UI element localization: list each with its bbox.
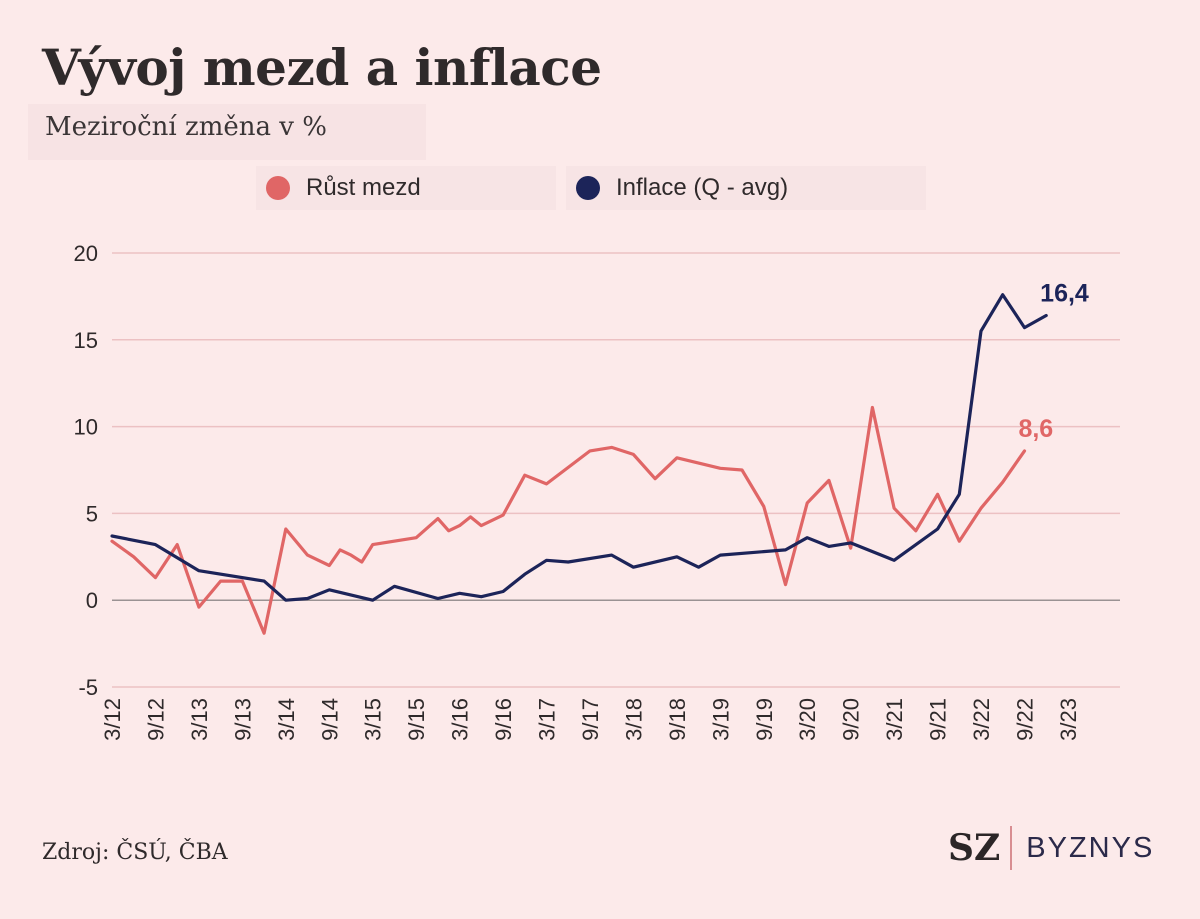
legend-marker-wages xyxy=(266,176,290,200)
brand-mark: SZ xyxy=(948,827,1001,869)
chart-title: Vývoj mezd a inflace xyxy=(42,38,602,97)
series-line-inflation xyxy=(110,293,1048,602)
y-tick-label: 5 xyxy=(86,501,98,526)
x-tick-label: 3/22 xyxy=(969,698,994,741)
x-tick-label: 9/12 xyxy=(143,698,168,741)
x-tick-label: 3/21 xyxy=(882,698,907,741)
x-tick-label: 9/14 xyxy=(317,698,342,741)
x-tick-label: 3/19 xyxy=(708,698,733,741)
source-note: Zdroj: ČSÚ, ČBA xyxy=(42,840,228,865)
chart-subtitle: Meziroční změna v % xyxy=(28,104,426,160)
x-tick-label: 9/19 xyxy=(752,698,777,741)
x-axis-ticks: 3/12 9/12 3/13 9/13 3/14 9/14 3/15 9/15 3/16 9/16… xyxy=(100,698,1081,741)
brand-divider xyxy=(1010,826,1013,870)
grid-lines xyxy=(112,252,1120,688)
y-tick-label: 15 xyxy=(74,328,98,353)
legend-label-inflation: Inflace (Q - avg) xyxy=(616,174,789,201)
y-tick-label: 20 xyxy=(74,241,98,266)
x-tick-label: 9/18 xyxy=(665,698,690,741)
brand-logo: SZ BYZNYS xyxy=(948,826,1154,870)
series-line-wages xyxy=(110,405,1027,635)
legend-item-wages: Růst mezd xyxy=(256,166,556,210)
y-tick-label: 0 xyxy=(86,588,98,613)
x-tick-label: 9/15 xyxy=(404,698,429,741)
x-tick-label: 3/18 xyxy=(621,698,646,741)
y-tick-label: -5 xyxy=(78,675,98,700)
x-tick-label: 3/15 xyxy=(361,698,386,741)
legend-label-wages: Růst mezd xyxy=(306,174,421,201)
brand-name: BYZNYS xyxy=(1026,831,1155,864)
x-tick-label: 9/21 xyxy=(926,698,951,741)
x-tick-label: 3/17 xyxy=(535,698,560,741)
end-label-wages: 8,6 xyxy=(1018,415,1053,443)
x-tick-label: 3/12 xyxy=(100,698,125,741)
x-tick-label: 9/17 xyxy=(578,698,603,741)
x-tick-label: 9/22 xyxy=(1012,698,1037,741)
x-tick-label: 3/20 xyxy=(795,698,820,741)
x-tick-label: 9/16 xyxy=(491,698,516,741)
x-tick-label: 9/20 xyxy=(839,698,864,741)
x-tick-label: 9/13 xyxy=(230,698,255,741)
y-axis-ticks: 20 15 10 5 0 -5 xyxy=(74,241,98,700)
x-tick-label: 3/23 xyxy=(1056,698,1081,741)
legend-item-inflation: Inflace (Q - avg) xyxy=(566,166,926,210)
series-lines xyxy=(110,293,1048,635)
end-labels: 8,6 16,4 xyxy=(1018,279,1088,442)
x-tick-label: 3/16 xyxy=(448,698,473,741)
legend-marker-inflation xyxy=(576,176,600,200)
x-tick-label: 3/14 xyxy=(274,698,299,741)
end-label-inflation: 16,4 xyxy=(1040,279,1089,307)
x-tick-label: 3/13 xyxy=(187,698,212,741)
y-tick-label: 10 xyxy=(74,415,98,440)
